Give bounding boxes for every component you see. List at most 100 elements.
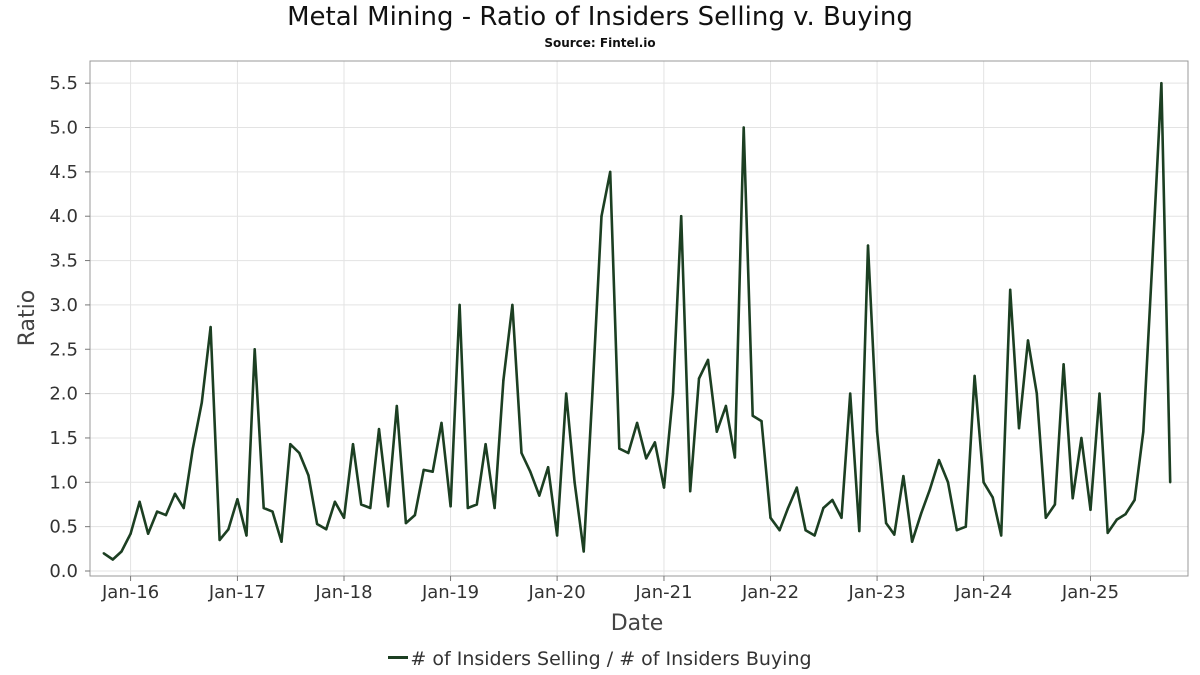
data-point xyxy=(1062,363,1065,366)
data-point xyxy=(413,513,417,517)
data-point xyxy=(315,522,319,526)
data-point xyxy=(795,486,798,489)
data-point xyxy=(538,494,541,497)
data-point xyxy=(804,529,807,532)
x-tick-label: Jan-18 xyxy=(314,582,372,603)
plot-area-frame xyxy=(89,60,1189,577)
x-axis-label: Date xyxy=(611,611,664,636)
data-point xyxy=(1044,516,1048,519)
series-points xyxy=(102,82,1172,561)
data-point xyxy=(1053,503,1057,506)
data-point xyxy=(200,401,203,404)
data-point xyxy=(546,466,550,469)
data-point xyxy=(253,348,256,351)
y-tick-label: 2.5 xyxy=(49,339,78,360)
data-point xyxy=(786,507,789,511)
grid-lines xyxy=(90,61,1188,576)
data-point xyxy=(138,500,141,503)
data-point xyxy=(1133,498,1136,502)
data-point xyxy=(645,457,648,460)
data-point xyxy=(955,529,958,532)
data-point xyxy=(209,325,212,329)
data-point xyxy=(653,441,657,444)
data-point xyxy=(333,500,337,503)
data-point xyxy=(369,506,372,510)
data-point xyxy=(982,481,985,484)
data-point xyxy=(182,506,185,510)
x-tick-label: Jan-19 xyxy=(421,582,479,603)
data-point xyxy=(840,516,843,519)
data-point xyxy=(937,458,941,462)
data-point xyxy=(1000,534,1003,537)
data-point xyxy=(236,498,239,501)
data-point xyxy=(325,528,328,531)
data-point xyxy=(360,503,363,506)
legend-swatch xyxy=(388,656,409,659)
x-tick-label: Jan-25 xyxy=(1061,582,1119,603)
x-tick-label: Jan-23 xyxy=(848,582,906,603)
x-tick-label: Jan-17 xyxy=(208,582,266,603)
data-point xyxy=(893,533,896,536)
data-point xyxy=(146,532,150,535)
data-point xyxy=(520,451,523,455)
data-point xyxy=(280,540,283,543)
data-point xyxy=(866,244,870,247)
data-point xyxy=(902,474,905,478)
data-point xyxy=(191,447,194,450)
data-point xyxy=(689,490,692,493)
y-tick-label: 3.0 xyxy=(49,295,78,316)
data-point xyxy=(822,506,825,510)
data-point xyxy=(920,512,923,515)
data-point xyxy=(466,506,469,510)
data-point xyxy=(111,558,115,561)
data-point xyxy=(831,498,834,502)
data-point xyxy=(875,430,879,433)
x-tick-label: Jan-16 xyxy=(101,582,159,603)
data-point xyxy=(271,510,274,513)
y-axis-ticks: 0.0 0.5 1.0 1.5 2.0 2.5 3.0 3.5 4.0 4.5 5.0 5.5 xyxy=(49,73,90,582)
y-tick-label: 0.0 xyxy=(49,561,78,582)
data-point xyxy=(1071,497,1074,500)
x-tick-label: Jan-24 xyxy=(954,582,1012,603)
data-point xyxy=(475,503,478,506)
data-point xyxy=(1098,392,1101,395)
data-point xyxy=(1017,427,1021,430)
data-point xyxy=(733,456,737,459)
data-point xyxy=(440,421,443,425)
data-point xyxy=(351,443,355,446)
data-point xyxy=(1151,259,1154,262)
data-point xyxy=(813,534,816,537)
data-point xyxy=(129,532,132,535)
data-point xyxy=(662,486,666,489)
y-tick-label: 5.5 xyxy=(49,73,78,94)
data-point xyxy=(173,492,177,495)
data-point xyxy=(778,529,781,532)
data-point xyxy=(591,392,594,395)
data-point xyxy=(1106,531,1109,535)
data-point xyxy=(1124,513,1127,516)
data-point xyxy=(1089,508,1092,511)
data-point xyxy=(404,521,408,525)
x-tick-label: Jan-22 xyxy=(741,582,799,603)
data-point xyxy=(155,510,159,513)
data-point xyxy=(573,481,576,484)
data-point xyxy=(164,513,168,517)
data-point xyxy=(298,451,301,455)
y-tick-label: 0.5 xyxy=(49,517,78,538)
data-point xyxy=(1026,339,1030,342)
x-tick-label: Jan-21 xyxy=(634,582,692,603)
data-point xyxy=(502,379,505,382)
data-point xyxy=(1115,518,1119,521)
data-point xyxy=(262,506,265,510)
data-point xyxy=(582,550,585,553)
data-point xyxy=(964,525,967,528)
data-point xyxy=(307,474,310,477)
y-tick-label: 4.0 xyxy=(49,206,78,227)
data-point xyxy=(377,427,381,431)
data-point xyxy=(511,303,514,307)
data-point xyxy=(609,170,612,174)
data-point xyxy=(858,529,861,533)
data-point xyxy=(484,443,487,446)
data-point xyxy=(600,215,603,218)
